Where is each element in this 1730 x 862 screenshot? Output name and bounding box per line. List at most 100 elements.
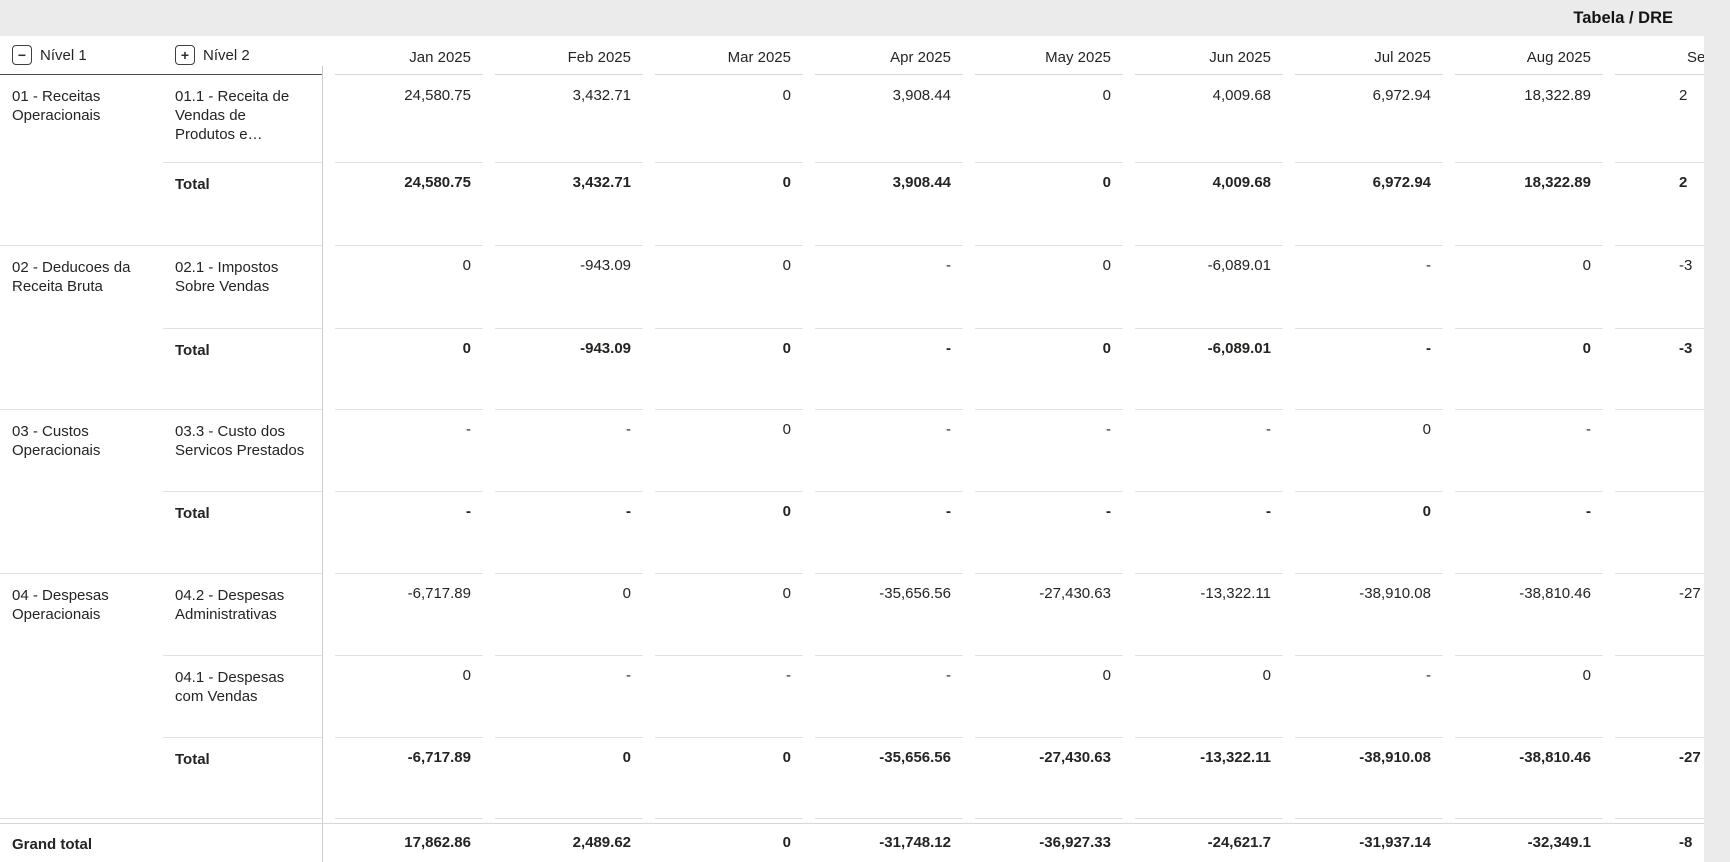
matrix-cell: 0 — [643, 491, 803, 573]
visual-title-bar: Tabela / DRE — [0, 0, 1730, 36]
matrix-cell: - — [1123, 491, 1283, 573]
matrix-cell: 24,580.75 — [323, 162, 483, 245]
row-header-level2[interactable]: 04.1 - Despesas com Vendas — [163, 655, 323, 737]
matrix-cell: - — [1443, 409, 1603, 491]
column-header-month[interactable]: Aug 2025 — [1443, 36, 1603, 75]
expand-plus-icon[interactable]: + — [175, 45, 195, 65]
matrix-cell: -32,349.1 — [1443, 818, 1603, 862]
column-header-month[interactable]: Apr 2025 — [803, 36, 963, 75]
column-header-month[interactable]: Jul 2025 — [1283, 36, 1443, 75]
matrix-cell: -13,322.11 — [1123, 573, 1283, 655]
matrix-cell: -24,621.7 — [1123, 818, 1283, 862]
matrix-cell: 0 — [643, 737, 803, 818]
matrix-cell: -943.09 — [483, 328, 643, 409]
matrix-cell: 0 — [1443, 655, 1603, 737]
matrix-cell: - — [1283, 655, 1443, 737]
matrix-cell: 4,009.68 — [1123, 75, 1283, 162]
matrix-cell: 0 — [963, 162, 1123, 245]
column-header-month[interactable]: Jan 2025 — [323, 36, 483, 75]
matrix-cell: 0 — [963, 655, 1123, 737]
column-header-month[interactable]: Feb 2025 — [483, 36, 643, 75]
matrix-cell: 0 — [323, 328, 483, 409]
matrix-cell: -13,322.11 — [1123, 737, 1283, 818]
matrix-cell: -36,927.33 — [963, 818, 1123, 862]
row-header-level1[interactable]: 03 - Custos Operacionais — [0, 409, 163, 573]
row-header-level1[interactable]: 02 - Deducoes da Receita Bruta — [0, 245, 163, 409]
matrix-cell: 0 — [483, 737, 643, 818]
visual-title: Tabela / DRE — [1573, 8, 1673, 27]
matrix-cell: -38,910.08 — [1283, 573, 1443, 655]
row-header-level2[interactable]: 04.2 - Despesas Administrativas — [163, 573, 323, 655]
matrix-cell: 18,322.89 — [1443, 162, 1603, 245]
matrix-cell: 24,580.75 — [323, 75, 483, 162]
matrix-cell: -38,810.46 — [1443, 737, 1603, 818]
column-header-month[interactable]: Mar 2025 — [643, 36, 803, 75]
matrix-cell: 0 — [483, 573, 643, 655]
matrix-cell: 0 — [643, 245, 803, 328]
matrix-cell: -35,656.56 — [803, 573, 963, 655]
matrix-cell: -31,748.12 — [803, 818, 963, 862]
matrix-cell: 6,972.94 — [1283, 162, 1443, 245]
total-row-label: Total — [163, 328, 323, 409]
matrix-cell: - — [803, 328, 963, 409]
matrix-cell: 0 — [963, 328, 1123, 409]
row-header-level1[interactable]: 01 - Receitas Operacionais — [0, 75, 163, 245]
matrix-cell: - — [323, 409, 483, 491]
grand-total-label: Grand total — [0, 818, 323, 862]
matrix-cell: - — [1283, 245, 1443, 328]
column-header-level1[interactable]: − Nível 1 — [0, 36, 163, 75]
matrix-cell: - — [803, 655, 963, 737]
matrix-cell: 0 — [1443, 245, 1603, 328]
matrix-cell: 0 — [963, 245, 1123, 328]
matrix-cell: 17,862.86 — [323, 818, 483, 862]
matrix-cell: -35,656.56 — [803, 737, 963, 818]
canvas-gutter — [1704, 0, 1730, 862]
matrix-cell: 0 — [1283, 491, 1443, 573]
row-header-divider-line — [322, 66, 323, 862]
matrix-cell: -27,430.63 — [963, 737, 1123, 818]
matrix-cell: - — [1123, 409, 1283, 491]
grand-total-divider-line — [0, 823, 1704, 824]
matrix-cell: 3,908.44 — [803, 162, 963, 245]
matrix-cell: 0 — [1123, 655, 1283, 737]
matrix-cell: 0 — [963, 75, 1123, 162]
matrix-cell: - — [963, 491, 1123, 573]
matrix-cell: - — [803, 409, 963, 491]
column-header-level1-label: Nível 1 — [40, 46, 87, 64]
matrix-cell: 0 — [643, 75, 803, 162]
row-header-level1[interactable]: 04 - Despesas Operacionais — [0, 573, 163, 818]
matrix-cell: 0 — [1443, 328, 1603, 409]
matrix-cell: - — [643, 655, 803, 737]
matrix-cell: - — [963, 409, 1123, 491]
matrix-cell: 3,432.71 — [483, 162, 643, 245]
matrix-cell: -943.09 — [483, 245, 643, 328]
matrix-cell: 0 — [643, 818, 803, 862]
collapse-minus-icon[interactable]: − — [12, 45, 32, 65]
matrix-cell: 0 — [643, 162, 803, 245]
total-row-label: Total — [163, 491, 323, 573]
matrix-cell: - — [1443, 491, 1603, 573]
column-header-month[interactable]: Jun 2025 — [1123, 36, 1283, 75]
matrix-cell: -38,810.46 — [1443, 573, 1603, 655]
matrix-cell: - — [483, 409, 643, 491]
matrix-cell: 2,489.62 — [483, 818, 643, 862]
matrix-cell: -38,910.08 — [1283, 737, 1443, 818]
matrix-cell: 0 — [323, 655, 483, 737]
matrix-cell: -31,937.14 — [1283, 818, 1443, 862]
matrix-visual: − Nível 1 + Nível 2 Jan 2025 Feb 2025 Mar … — [0, 36, 1730, 862]
matrix-cell: 0 — [643, 409, 803, 491]
matrix-cell: - — [323, 491, 483, 573]
column-header-month[interactable]: May 2025 — [963, 36, 1123, 75]
matrix-cell: - — [483, 491, 643, 573]
matrix-cell: -6,717.89 — [323, 737, 483, 818]
row-header-level2[interactable]: 02.1 - Impostos Sobre Vendas — [163, 245, 323, 328]
matrix-cell: - — [483, 655, 643, 737]
column-header-level2[interactable]: + Nível 2 — [163, 36, 323, 75]
matrix-cell: -27,430.63 — [963, 573, 1123, 655]
row-header-level2[interactable]: 01.1 - Receita de Vendas de Produtos e… — [163, 75, 323, 162]
matrix-cell: - — [803, 491, 963, 573]
column-header-level2-label: Nível 2 — [203, 46, 250, 64]
row-header-level2[interactable]: 03.3 - Custo dos Servicos Prestados — [163, 409, 323, 491]
matrix-cell: -6,717.89 — [323, 573, 483, 655]
